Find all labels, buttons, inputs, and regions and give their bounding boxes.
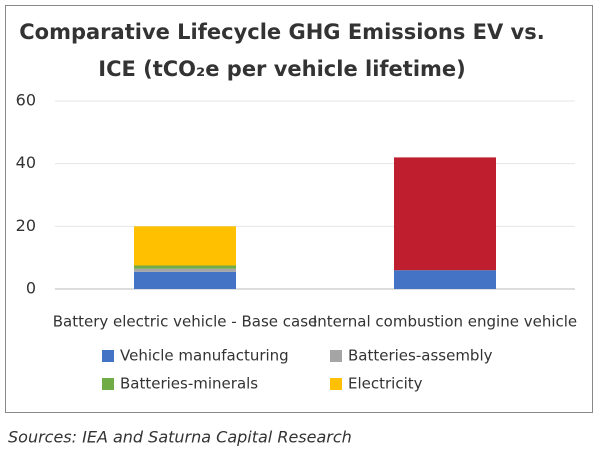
bar-segment [394,157,496,271]
source-note: Sources: IEA and Saturna Capital Researc… [8,428,352,447]
y-tick-label: 40 [16,153,36,172]
x-tick-label: Battery electric vehicle - Base case [53,313,318,331]
bar-segment [134,265,236,269]
legend-label: Batteries-minerals [120,375,258,393]
bar-segment [134,226,236,266]
bar-segment [134,268,236,272]
y-tick-label: 20 [16,216,36,235]
legend-label: Batteries-assembly [348,347,493,365]
legend-label: Vehicle manufacturing [120,347,289,365]
chart-title: ICE (tCO₂e per vehicle lifetime) [98,57,466,81]
legend-swatch [102,350,114,362]
legend-swatch [330,350,342,362]
bar-segment [394,270,496,289]
y-tick-label: 0 [26,279,36,298]
legend-label: Electricity [348,375,423,393]
chart-title: Comparative Lifecycle GHG Emissions EV v… [19,20,544,44]
legend-swatch [102,378,114,390]
bar-segment [134,271,236,289]
x-tick-label: Internal combustion engine vehicle [313,313,577,331]
y-tick-label: 60 [16,91,36,110]
legend-swatch [330,378,342,390]
